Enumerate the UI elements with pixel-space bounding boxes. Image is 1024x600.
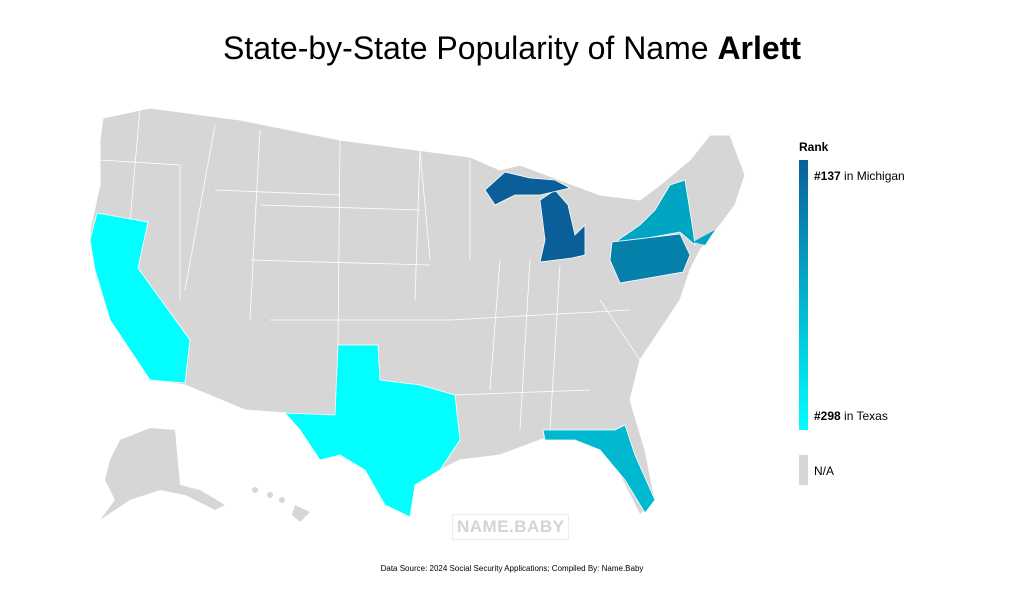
- title-prefix: State-by-State Popularity of Name: [222, 30, 718, 66]
- state-michigan-upper[interactable]: [484, 171, 572, 206]
- state-florida[interactable]: [542, 424, 656, 514]
- state-texas[interactable]: [284, 344, 461, 518]
- state-hawaii[interactable]: [252, 487, 310, 522]
- state-borders: [99, 107, 641, 431]
- state-pennsylvania[interactable]: [609, 233, 691, 284]
- legend-na-swatch: [799, 455, 808, 485]
- watermark-logo: NAME.BABY: [452, 514, 570, 540]
- data-source: Data Source: 2024 Social Security Applic…: [380, 564, 644, 573]
- legend-title: Rank: [799, 140, 829, 154]
- state-california[interactable]: [89, 212, 191, 384]
- legend-bottom-label: #298 in Texas: [814, 409, 888, 423]
- state-alaska[interactable]: [100, 428, 225, 520]
- title-name: Arlett: [717, 30, 801, 66]
- legend-top-rank: #137: [814, 169, 841, 183]
- state-new-york-long-island[interactable]: [693, 230, 715, 245]
- legend-gradient-bar: [799, 160, 808, 430]
- chart-title: State-by-State Popularity of Name Arlett: [0, 30, 1024, 67]
- state-michigan-lower[interactable]: [539, 189, 586, 263]
- legend-na-label: N/A: [814, 464, 835, 478]
- legend-top-state: in Michigan: [840, 169, 905, 183]
- us-mainland: [89, 107, 746, 516]
- legend-bottom-state: in Texas: [840, 409, 888, 423]
- legend-bottom-rank: #298: [814, 409, 841, 423]
- legend-top-label: #137 in Michigan: [814, 169, 905, 183]
